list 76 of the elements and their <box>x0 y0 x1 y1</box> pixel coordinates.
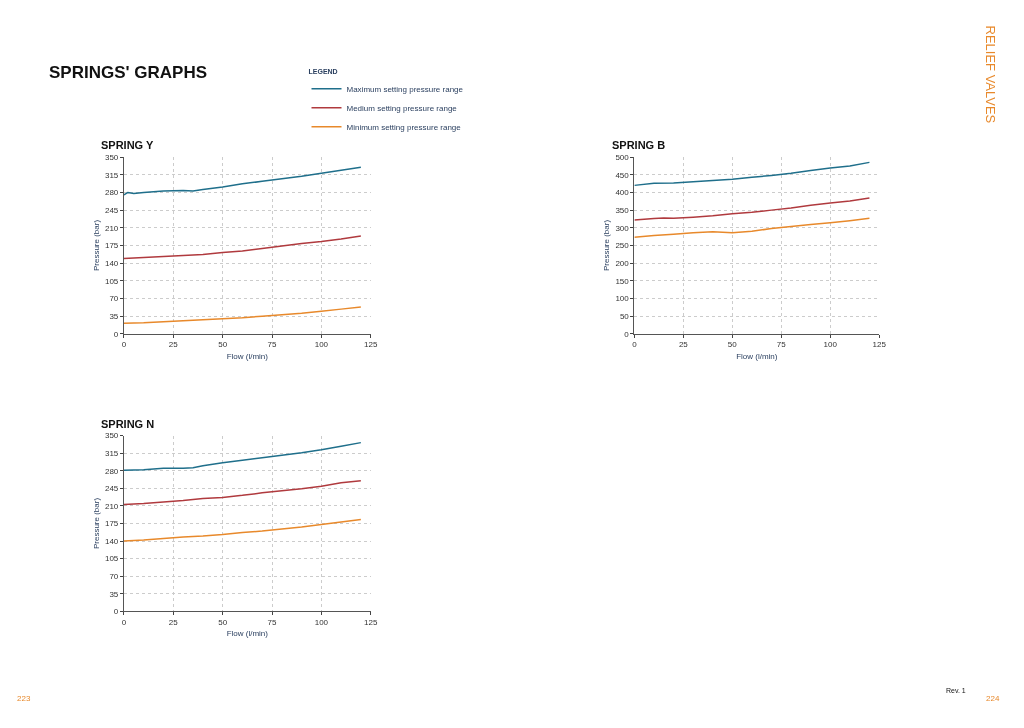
x-tick-label: 25 <box>168 618 179 627</box>
legend-label: Maximum setting pressure range <box>346 84 464 94</box>
y-tick-label: 175 <box>104 241 119 251</box>
x-tick-label: 125 <box>872 340 887 350</box>
line-series <box>634 161 871 187</box>
y-tick-label: 315 <box>104 448 119 458</box>
text: 223 <box>17 694 31 703</box>
chart-title: SPRING Y <box>101 139 155 151</box>
line-series <box>634 197 871 221</box>
x-axis-title: Flow (l/min) <box>226 351 269 361</box>
chart-title: SPRING N <box>101 418 155 430</box>
y-tick-label: 350 <box>104 152 119 162</box>
y-tick-label: 245 <box>104 484 119 494</box>
x-tick-label: 75 <box>267 618 278 627</box>
y-tick-label: 350 <box>104 431 119 441</box>
line-series <box>123 441 362 472</box>
y-tick-label: 175 <box>104 519 119 529</box>
text: 224 <box>986 694 1000 703</box>
line-series <box>634 217 871 239</box>
chart-title: SPRING B <box>612 139 666 151</box>
line-series <box>123 306 362 325</box>
x-tick-label: 50 <box>218 340 228 350</box>
x-tick-label: 100 <box>314 618 329 627</box>
y-axis-title: Pressure (bar) <box>91 219 101 272</box>
y-tick-label: 0 <box>624 329 630 339</box>
x-tick-label: 0 <box>121 340 127 350</box>
y-tick-label: 70 <box>109 294 119 304</box>
y-tick-label: 400 <box>615 188 630 198</box>
x-tick-label: 125 <box>364 340 378 350</box>
y-tick-label: 250 <box>615 241 630 251</box>
x-tick-label: 50 <box>727 340 738 350</box>
x-tick-label: 25 <box>168 340 179 350</box>
y-tick-label: 210 <box>104 501 119 511</box>
x-tick-label: 0 <box>632 340 638 350</box>
y-axis-title: Pressure (bar) <box>602 219 612 272</box>
text: RELIEF VALVES <box>982 25 998 124</box>
x-tick-label: 0 <box>121 618 127 627</box>
y-tick-label: 105 <box>104 554 119 564</box>
y-tick-label: 35 <box>109 589 119 599</box>
y-tick-label: 140 <box>104 536 119 546</box>
y-tick-label: 315 <box>104 170 119 180</box>
y-tick-label: 50 <box>619 311 630 321</box>
y-tick-label: 140 <box>104 258 119 268</box>
y-tick-label: 500 <box>615 152 630 162</box>
y-tick-label: 0 <box>113 607 119 617</box>
y-tick-label: 280 <box>104 188 119 198</box>
x-tick-label: 125 <box>364 618 378 627</box>
legend-label: Medium setting pressure range <box>346 103 458 113</box>
y-tick-label: 150 <box>615 276 630 286</box>
y-tick-label: 350 <box>615 205 630 215</box>
line-series <box>123 166 362 196</box>
text: SPRINGS' GRAPHS <box>49 63 208 82</box>
line-series <box>123 518 362 542</box>
y-tick-label: 210 <box>104 223 119 233</box>
x-tick-label: 75 <box>267 340 278 350</box>
x-tick-label: 100 <box>823 340 838 350</box>
y-tick-label: 105 <box>104 276 119 286</box>
x-tick-label: 100 <box>314 340 329 350</box>
y-tick-label: 450 <box>615 170 630 180</box>
line-series <box>123 480 362 506</box>
x-tick-label: 50 <box>218 618 228 627</box>
y-tick-label: 70 <box>109 572 119 582</box>
x-axis-title: Flow (l/min) <box>226 629 269 639</box>
x-axis-title: Flow (l/min) <box>736 351 778 361</box>
y-tick-label: 245 <box>104 205 119 215</box>
legend-label: Minimum setting pressure range <box>346 122 462 132</box>
y-tick-label: 200 <box>615 258 630 268</box>
y-axis-title: Pressure (bar) <box>91 497 101 550</box>
x-tick-label: 25 <box>678 340 689 350</box>
line-series <box>123 235 362 260</box>
y-tick-label: 100 <box>615 294 630 304</box>
y-tick-label: 0 <box>113 329 119 339</box>
y-tick-label: 35 <box>109 311 119 321</box>
y-tick-label: 280 <box>104 466 119 476</box>
x-tick-label: 75 <box>776 340 787 350</box>
y-tick-label: 300 <box>615 223 630 233</box>
